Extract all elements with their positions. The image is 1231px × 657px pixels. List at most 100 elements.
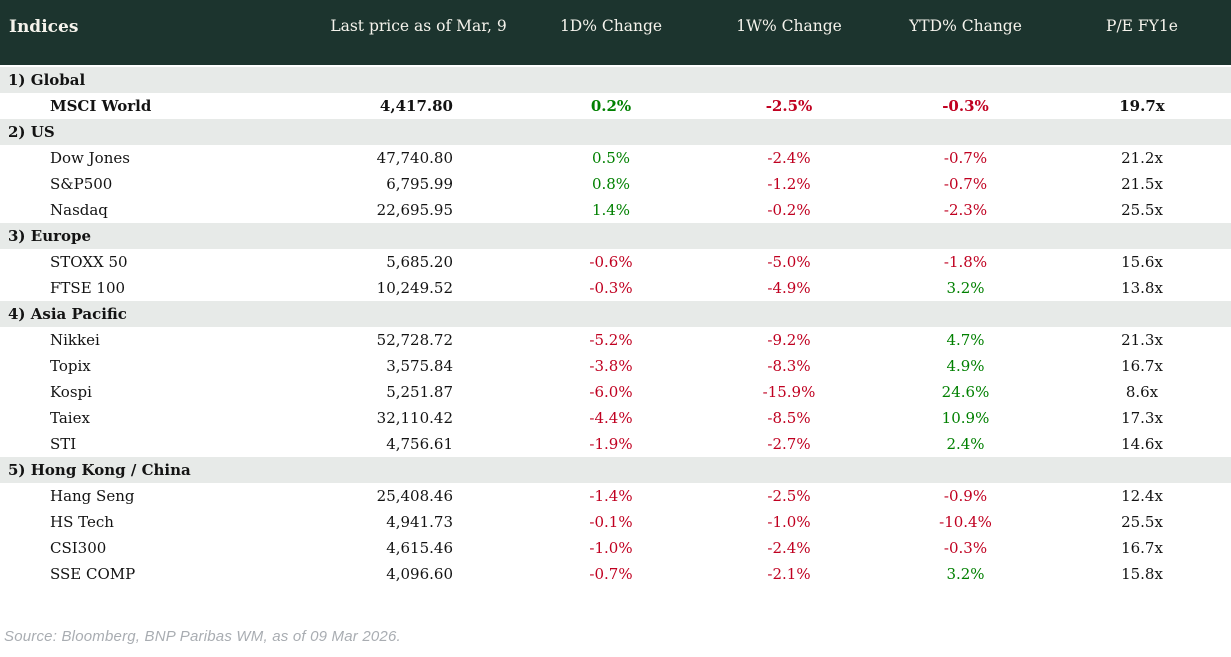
- change-1d-cell: 0.5%: [591, 149, 631, 167]
- table-row: Kospi 5,251.87 -6.0% -15.9% 24.6% 8.6x: [0, 379, 1231, 405]
- change-ytd-cell: 3.2%: [946, 565, 985, 583]
- col-header-last-price: Last price as of Mar, 9: [280, 0, 522, 67]
- pe-cell: 25.5x: [1121, 513, 1163, 531]
- price-cell: 25,408.46: [376, 487, 453, 505]
- change-ytd-cell: 10.9%: [941, 409, 990, 427]
- table-row: Dow Jones 47,740.80 0.5% -2.4% -0.7% 21.2x: [0, 145, 1231, 171]
- index-name-cell: STOXX 50: [50, 253, 128, 271]
- price-cell: 47,740.80: [376, 149, 453, 167]
- change-ytd-cell: 3.2%: [946, 279, 985, 297]
- change-1w-cell: -2.7%: [767, 435, 811, 453]
- price-cell: 4,615.46: [386, 539, 453, 557]
- change-ytd-cell: -10.4%: [939, 513, 992, 531]
- index-name-cell: Nasdaq: [50, 201, 108, 219]
- change-1d-cell: -6.0%: [589, 383, 633, 401]
- change-1d-cell: 0.8%: [591, 175, 631, 193]
- table-row: S&P500 6,795.99 0.8% -1.2% -0.7% 21.5x: [0, 171, 1231, 197]
- price-cell: 5,251.87: [386, 383, 453, 401]
- change-1w-cell: -9.2%: [767, 331, 811, 349]
- price-cell: 10,249.52: [376, 279, 453, 297]
- section-row: 2) US: [0, 119, 1231, 145]
- table-row: STI 4,756.61 -1.9% -2.7% 2.4% 14.6x: [0, 431, 1231, 457]
- price-cell: 52,728.72: [376, 331, 453, 349]
- change-1w-cell: -4.9%: [767, 279, 811, 297]
- index-name-cell: CSI300: [50, 539, 107, 557]
- index-name-cell: Dow Jones: [50, 149, 130, 167]
- change-1w-cell: -2.5%: [765, 97, 813, 115]
- section-label: 5) Hong Kong / China: [0, 457, 1231, 483]
- change-ytd-cell: 4.7%: [946, 331, 985, 349]
- pe-cell: 15.8x: [1121, 565, 1163, 583]
- change-ytd-cell: -0.3%: [943, 539, 988, 557]
- price-cell: 5,685.20: [386, 253, 453, 271]
- table-header-row: Indices Last price as of Mar, 9 1D% Chan…: [0, 0, 1231, 67]
- index-name-cell: HS Tech: [50, 513, 114, 531]
- pe-cell: 17.3x: [1121, 409, 1163, 427]
- index-name-cell: Topix: [50, 357, 91, 375]
- table-row: HS Tech 4,941.73 -0.1% -1.0% -10.4% 25.5x: [0, 509, 1231, 535]
- section-row: 5) Hong Kong / China: [0, 457, 1231, 483]
- pe-cell: 16.7x: [1121, 357, 1163, 375]
- table-row: Nasdaq 22,695.95 1.4% -0.2% -2.3% 25.5x: [0, 197, 1231, 223]
- change-ytd-cell: -0.3%: [942, 97, 989, 115]
- col-header-pe: P/E FY1e: [1053, 0, 1231, 67]
- change-1d-cell: -5.2%: [589, 331, 633, 349]
- change-1w-cell: -8.5%: [767, 409, 811, 427]
- section-row: 1) Global: [0, 66, 1231, 93]
- pe-cell: 14.6x: [1121, 435, 1163, 453]
- pe-cell: 21.2x: [1121, 149, 1163, 167]
- change-1w-cell: -1.2%: [767, 175, 811, 193]
- index-name-cell: SSE COMP: [50, 565, 136, 583]
- source-note: Source: Bloomberg, BNP Paribas WM, as of…: [4, 628, 401, 645]
- col-header-1d-change: 1D% Change: [522, 0, 700, 67]
- section-label: 4) Asia Pacific: [0, 301, 1231, 327]
- pe-cell: 21.3x: [1121, 331, 1163, 349]
- change-1w-cell: -2.5%: [767, 487, 811, 505]
- index-name-cell: Kospi: [50, 383, 92, 401]
- price-cell: 4,096.60: [386, 565, 453, 583]
- index-name-cell: MSCI World: [50, 97, 152, 115]
- price-cell: 4,756.61: [386, 435, 453, 453]
- index-name-cell: FTSE 100: [50, 279, 126, 297]
- index-name-cell: STI: [50, 435, 77, 453]
- table-row: Hang Seng 25,408.46 -1.4% -2.5% -0.9% 12.4x: [0, 483, 1231, 509]
- index-name-cell: Nikkei: [50, 331, 100, 349]
- pe-cell: 12.4x: [1121, 487, 1163, 505]
- change-ytd-cell: -0.7%: [943, 175, 988, 193]
- col-header-ytd-change: YTD% Change: [878, 0, 1053, 67]
- table-row: SSE COMP 4,096.60 -0.7% -2.1% 3.2% 15.8x: [0, 561, 1231, 587]
- table-row: MSCI World 4,417.80 0.2% -2.5% -0.3% 19.7x: [0, 93, 1231, 119]
- change-1w-cell: -2.4%: [767, 539, 811, 557]
- pe-cell: 15.6x: [1121, 253, 1163, 271]
- change-1w-cell: -5.0%: [767, 253, 811, 271]
- change-1w-cell: -2.4%: [767, 149, 811, 167]
- table-row: Topix 3,575.84 -3.8% -8.3% 4.9% 16.7x: [0, 353, 1231, 379]
- col-header-1w-change: 1W% Change: [700, 0, 878, 67]
- change-ytd-cell: -2.3%: [943, 201, 988, 219]
- change-1d-cell: 0.2%: [590, 97, 632, 115]
- section-row: 3) Europe: [0, 223, 1231, 249]
- pe-cell: 13.8x: [1121, 279, 1163, 297]
- table-row: Nikkei 52,728.72 -5.2% -9.2% 4.7% 21.3x: [0, 327, 1231, 353]
- change-ytd-cell: -1.8%: [943, 253, 988, 271]
- change-1w-cell: -8.3%: [767, 357, 811, 375]
- change-1d-cell: -1.9%: [589, 435, 633, 453]
- change-ytd-cell: -0.9%: [943, 487, 988, 505]
- change-1w-cell: -15.9%: [762, 383, 816, 401]
- pe-cell: 8.6x: [1125, 383, 1159, 401]
- change-1d-cell: 1.4%: [591, 201, 631, 219]
- table-row: FTSE 100 10,249.52 -0.3% -4.9% 3.2% 13.8x: [0, 275, 1231, 301]
- table-row: Taiex 32,110.42 -4.4% -8.5% 10.9% 17.3x: [0, 405, 1231, 431]
- page-title: Indices: [0, 0, 280, 67]
- section-label: 3) Europe: [0, 223, 1231, 249]
- change-ytd-cell: 24.6%: [941, 383, 990, 401]
- change-ytd-cell: -0.7%: [943, 149, 988, 167]
- change-1d-cell: -3.8%: [589, 357, 633, 375]
- change-1w-cell: -2.1%: [767, 565, 811, 583]
- change-1w-cell: -0.2%: [767, 201, 811, 219]
- section-row: 4) Asia Pacific: [0, 301, 1231, 327]
- pe-cell: 21.5x: [1121, 175, 1163, 193]
- pe-cell: 25.5x: [1121, 201, 1163, 219]
- change-1d-cell: -0.3%: [589, 279, 633, 297]
- change-1d-cell: -0.1%: [589, 513, 633, 531]
